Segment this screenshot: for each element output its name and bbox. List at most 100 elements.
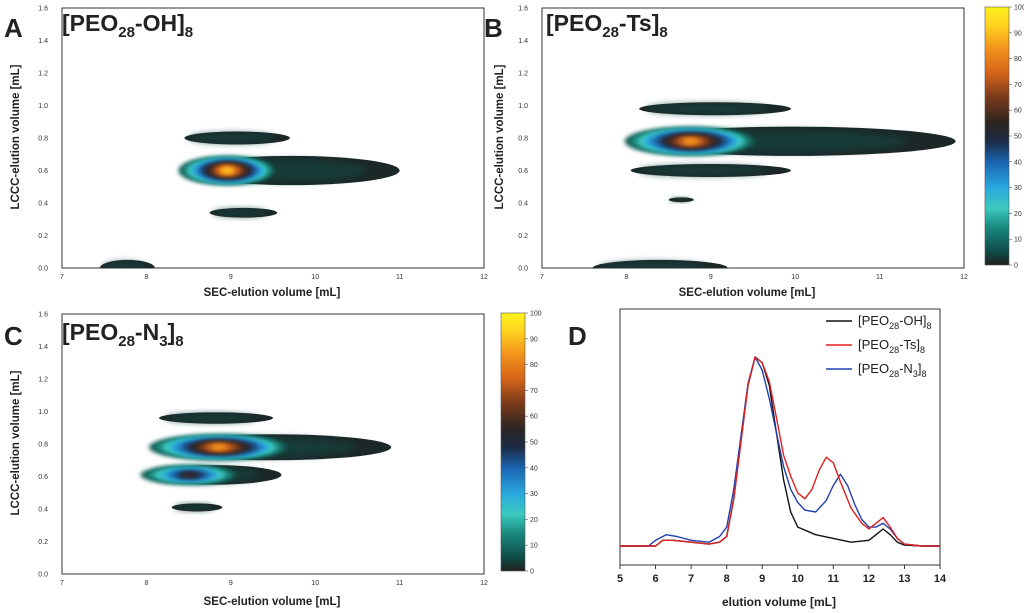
colorbar-tick-label: 50	[1014, 134, 1022, 141]
x-tick-label: 5	[617, 573, 623, 585]
colorbar-tick-label: 10	[1014, 237, 1022, 244]
y-tick-label: 1.2	[518, 71, 528, 78]
colorbar-tick-label: 40	[1014, 159, 1022, 166]
y-tick-label: 0.2	[38, 233, 48, 240]
y-tick-label: 0.4	[38, 507, 48, 514]
heat-blob-spot	[668, 197, 694, 203]
x-tick-label: 8	[144, 580, 148, 587]
x-tick-label: 8	[724, 573, 730, 585]
y-tick-label: 1.6	[518, 6, 528, 13]
x-tick-label: 11	[396, 580, 403, 587]
colorbar-gradient	[984, 6, 1010, 266]
panel-c-y-axis-label: LCCC-elution volume [mL]	[10, 370, 22, 515]
panel-c-title: [PEO28-N3]8	[62, 319, 184, 350]
y-tick-label: 0.4	[518, 201, 528, 208]
y-tick-label: 0.6	[518, 168, 528, 175]
x-tick-label: 7	[60, 580, 64, 587]
heat-blob-main	[178, 155, 400, 186]
heat-blob-main	[148, 434, 392, 461]
x-tick-label: 12	[480, 274, 488, 281]
y-tick-label: 0.6	[38, 168, 48, 175]
x-tick-label: 11	[876, 274, 883, 281]
heat-blob-upper	[184, 131, 290, 145]
y-tick-label: 0.0	[518, 266, 528, 273]
y-tick-label: 0.2	[38, 539, 48, 546]
x-tick-label: 11	[396, 274, 403, 281]
colorbar-tick-label: 20	[1014, 211, 1022, 218]
x-tick-label: 12	[480, 580, 488, 587]
x-tick-label: 9	[709, 274, 713, 281]
legend-label-oh: [PEO28-OH]8	[858, 313, 932, 331]
colorbar-tick-label: 30	[530, 491, 538, 498]
colorbar-tick-label: 20	[530, 517, 538, 524]
x-tick-label: 8	[144, 274, 148, 281]
x-tick-label: 7	[60, 274, 64, 281]
heat-blob-main	[624, 126, 956, 156]
colorbar-tick-label: 60	[1014, 108, 1022, 115]
panel-b: B 7 8 9 10 11 12 0.0 0.2 0.4 0.6 0.8 1.0 1.2 1.4 1.6 […	[484, 6, 968, 300]
colorbar-tick-label: 90	[530, 336, 538, 343]
x-tick-label: 10	[791, 274, 799, 281]
colorbar-tick-label: 80	[530, 362, 538, 369]
x-tick-label: 11	[828, 573, 840, 585]
colorbar-tick-label: 50	[530, 440, 538, 447]
y-tick-label: 0.0	[38, 572, 48, 579]
colorbar-tick-label: 30	[1014, 185, 1022, 192]
heat-blob-lower	[630, 164, 791, 177]
panel-letter-c: C	[4, 321, 23, 351]
panel-d: D 5 6 7 8 9 10 11 12 13 14 elution volume [mL] [P…	[568, 308, 947, 609]
panel-c-plot: 7 8 9 10 11 12 0.0 0.2 0.4 0.6 0.8 1.0 1.2 1.4 1.6	[38, 312, 488, 588]
y-tick-label: 0.6	[38, 474, 48, 481]
x-tick-label: 9	[759, 573, 765, 585]
y-tick-label: 0.8	[518, 136, 528, 143]
heat-blob-upper	[639, 102, 791, 116]
colorbar-tick-label: 70	[1014, 82, 1022, 89]
y-tick-label: 0.4	[38, 201, 48, 208]
y-tick-label: 0.0	[38, 266, 48, 273]
colorbar-tick-label: 70	[530, 388, 538, 395]
heat-blob-lower	[209, 207, 278, 218]
heatmap-blobs	[140, 412, 392, 512]
heat-blob-baseline	[592, 259, 728, 268]
x-tick-label: 9	[229, 274, 233, 281]
x-tick-label: 12	[863, 573, 875, 585]
heatmap-blobs	[99, 131, 400, 268]
x-tick-label: 10	[311, 274, 319, 281]
colorbar-tick-label: 60	[530, 414, 538, 421]
heat-blob-baseline	[99, 259, 155, 268]
y-tick-label: 1.0	[38, 409, 48, 416]
panel-d-legend: [PEO28-OH]8 [PEO28-Ts]8 [PEO28-N3]8	[826, 313, 932, 379]
x-tick-label: 12	[960, 274, 968, 281]
colorbar-tick-label: 0	[1014, 263, 1018, 270]
colorbar-gradient	[500, 312, 526, 572]
panel-d-plot: 5 6 7 8 9 10 11 12 13 14	[617, 308, 947, 585]
heat-blob-spot	[171, 503, 223, 512]
panel-letter-b: B	[484, 13, 503, 43]
y-tick-label: 1.4	[38, 38, 48, 45]
x-tick-label: 10	[792, 573, 804, 585]
y-tick-label: 0.2	[518, 233, 528, 240]
trace-ts	[620, 356, 940, 547]
trace-n3	[620, 356, 940, 547]
colorbar-tick-label: 100	[1014, 5, 1024, 12]
colorbar-tick-label: 100	[530, 311, 542, 318]
x-tick-label: 7	[540, 274, 544, 281]
panel-a-y-axis-label: LCCC-elution volume [mL]	[10, 64, 22, 209]
x-tick-label: 10	[311, 580, 319, 587]
axis-ticks: 7 8 9 10 11 12 0.0 0.2 0.4 0.6 0.8 1.0 1.2 1.4 1.6	[38, 312, 488, 588]
panel-b-title: [PEO28-Ts]8	[546, 10, 668, 41]
y-tick-label: 1.6	[38, 312, 48, 319]
legend-label-n3: [PEO28-N3]8	[858, 361, 926, 379]
y-tick-label: 0.8	[38, 442, 48, 449]
heat-blob-lower	[140, 465, 282, 485]
y-tick-label: 1.2	[38, 71, 48, 78]
panel-a-plot: 7 8 9 10 11 12 0.0 0.2 0.4 0.6 0.8 1.0 1.2 1.4 1.6	[38, 6, 488, 282]
x-tick-label: 7	[688, 573, 694, 585]
x-tick-label: 9	[229, 580, 233, 587]
x-tick-label: 6	[652, 573, 658, 585]
colorbar-tick-label: 40	[530, 465, 538, 472]
panel-d-x-axis-label: elution volume [mL]	[722, 595, 836, 609]
y-tick-label: 0.8	[38, 136, 48, 143]
colorbar-tick-label: 90	[1014, 30, 1022, 37]
axis-ticks: 7 8 9 10 11 12 0.0 0.2 0.4 0.6 0.8 1.0 1.2 1.4 1.6	[38, 6, 488, 282]
